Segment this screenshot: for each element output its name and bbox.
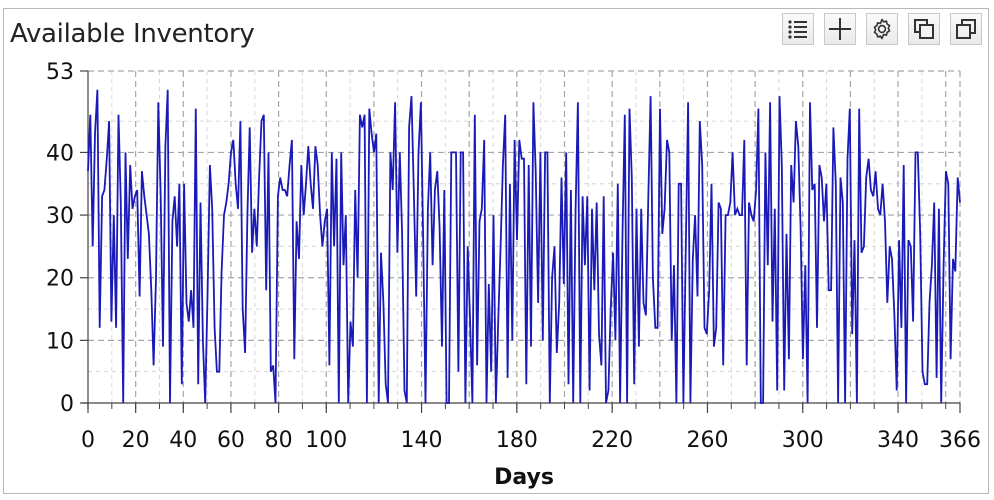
x-tick-label: 80 — [265, 428, 293, 453]
expand-icon — [956, 19, 976, 39]
chart-axes — [80, 70, 961, 413]
x-tick-label: 180 — [496, 428, 538, 453]
x-tick-label: 100 — [305, 428, 347, 453]
x-tick-label: 60 — [217, 428, 245, 453]
y-tick-label: 20 — [46, 267, 74, 292]
x-axis-title: Days — [494, 465, 554, 490]
x-tick-label: 366 — [939, 428, 981, 453]
y-tick-label: 40 — [46, 141, 74, 166]
x-tick-label: 340 — [877, 428, 919, 453]
x-tick-label: 260 — [686, 428, 728, 453]
copy-button[interactable] — [908, 13, 940, 45]
chart-tick-labels: 0 20 40 60 80 100 140 180 220 260 300 340 366 0 10 20 30… — [46, 60, 981, 453]
series-line — [87, 89, 961, 404]
list-icon — [788, 20, 807, 39]
x-tick-label: 300 — [782, 428, 824, 453]
copy-icon — [914, 19, 934, 39]
expand-button[interactable] — [950, 13, 982, 45]
plus-icon — [829, 18, 851, 40]
chart-series — [87, 89, 961, 404]
x-tick-label: 140 — [401, 428, 443, 453]
chart-title: Available Inventory — [10, 19, 255, 49]
x-tick-label: 0 — [81, 428, 95, 453]
x-tick-label: 20 — [122, 428, 150, 453]
chart-toolbar — [782, 13, 982, 45]
legend-button[interactable] — [782, 13, 814, 45]
y-tick-label: 10 — [46, 329, 74, 354]
gear-icon — [873, 18, 891, 40]
x-tick-label: 40 — [169, 428, 197, 453]
zoom-button[interactable] — [824, 13, 856, 45]
chart-panel: Available Inventory — [3, 8, 989, 494]
y-tick-label: 30 — [46, 204, 74, 229]
y-tick-label: 53 — [46, 60, 74, 85]
y-tick-label: 0 — [60, 392, 74, 417]
x-tick-label: 220 — [591, 428, 633, 453]
settings-button[interactable] — [866, 13, 898, 45]
